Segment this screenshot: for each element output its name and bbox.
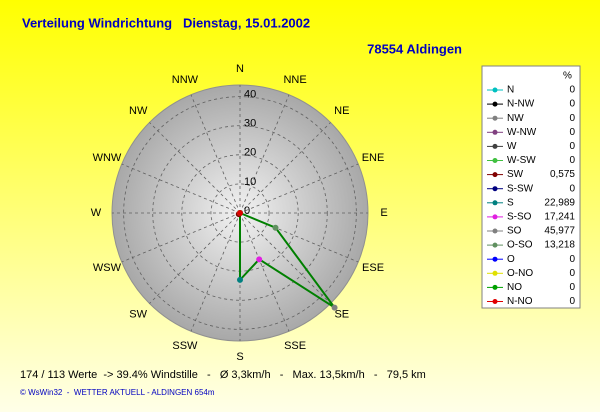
- legend-label: S-SW: [507, 183, 534, 194]
- wind-marker: [272, 224, 279, 231]
- legend-label: O-NO: [507, 268, 533, 279]
- grid-circle: [152, 125, 328, 301]
- direction-label: SSW: [172, 340, 198, 352]
- direction-label: W: [91, 207, 102, 219]
- legend-marker: [492, 87, 498, 93]
- wind-marker: [237, 210, 243, 216]
- legend-marker: [492, 101, 498, 107]
- direction-label: SSE: [284, 340, 306, 352]
- legend-value: 0: [569, 99, 575, 110]
- legend-marker: [492, 200, 498, 206]
- legend-label: W: [507, 141, 517, 152]
- direction-label: S: [236, 351, 243, 363]
- wind-marker: [256, 256, 263, 263]
- legend-label: NW: [507, 113, 524, 124]
- legend-marker: [492, 143, 498, 149]
- legend-label: O-SO: [507, 240, 533, 251]
- legend-value: 0: [569, 268, 575, 279]
- legend-value: 13,218: [544, 240, 575, 251]
- legend-marker: [492, 242, 498, 248]
- legend-label: O: [507, 254, 515, 265]
- credit: © WsWin32 - WETTER AKTUELL - ALDINGEN 65…: [20, 388, 215, 397]
- r-tick-label: 20: [244, 147, 256, 159]
- legend-label: N-NO: [507, 296, 533, 307]
- legend-label: W-NW: [507, 127, 537, 138]
- legend-value: 0: [569, 155, 575, 166]
- legend-marker: [492, 129, 498, 135]
- legend-value: 0: [569, 254, 575, 265]
- legend-marker: [492, 172, 498, 178]
- legend-value: 0: [569, 282, 575, 293]
- wind-marker: [331, 304, 338, 311]
- direction-label: SW: [129, 309, 147, 321]
- r-tick-label: 30: [244, 118, 256, 130]
- direction-label: NE: [334, 105, 349, 117]
- grid-circle: [210, 183, 270, 243]
- legend-box: [481, 65, 581, 309]
- legend-value: 17,241: [544, 212, 575, 223]
- legend-value: 45,977: [544, 226, 575, 237]
- legend-label: SO: [507, 226, 522, 237]
- legend-value: 0: [569, 113, 575, 124]
- legend-label: N: [507, 85, 514, 96]
- direction-label: WNW: [93, 152, 122, 164]
- legend-label: NO: [507, 282, 522, 293]
- direction-label: N: [236, 63, 244, 75]
- legend-marker: [492, 186, 498, 192]
- direction-label: E: [380, 207, 387, 219]
- legend-marker: [492, 256, 498, 262]
- legend-label: SW: [507, 169, 524, 180]
- legend-marker: [492, 228, 498, 234]
- legend-value: 0: [569, 141, 575, 152]
- r-tick-label: 0: [244, 205, 250, 217]
- direction-label: ESE: [362, 262, 384, 274]
- legend-value: 0: [569, 85, 575, 96]
- legend-marker: [492, 270, 498, 276]
- chart-title: Verteilung Windrichtung Dienstag, 15.01.…: [22, 15, 310, 30]
- legend-value: 0: [569, 183, 575, 194]
- direction-label: WSW: [93, 262, 122, 274]
- direction-label: NW: [129, 105, 148, 117]
- legend-label: N-NW: [507, 99, 535, 110]
- legend-marker: [492, 299, 498, 304]
- direction-label: NNE: [283, 74, 306, 86]
- chart-subtitle: 78554 Aldingen: [367, 41, 462, 56]
- legend-label: S: [507, 197, 514, 208]
- legend-title: %: [563, 71, 572, 82]
- direction-label: SE: [334, 309, 349, 321]
- legend-label: S-SO: [507, 212, 532, 223]
- legend-label: W-SW: [507, 155, 536, 166]
- legend-marker: [492, 158, 498, 163]
- legend-value: 0: [569, 127, 575, 138]
- legend-marker: [492, 115, 498, 121]
- legend-marker: [492, 284, 498, 290]
- legend-value: 22,989: [544, 197, 575, 208]
- footer: 174 / 113 Werte -> 39.4% Windstille - Ø …: [20, 369, 426, 381]
- r-tick-label: 40: [244, 89, 256, 101]
- r-tick-label: 10: [244, 176, 256, 188]
- legend-marker: [492, 214, 498, 220]
- legend-value: 0,575: [550, 169, 575, 180]
- direction-label: ENE: [362, 152, 385, 164]
- wind-marker: [237, 276, 243, 283]
- direction-label: NNW: [172, 74, 199, 86]
- legend-value: 0: [569, 296, 575, 307]
